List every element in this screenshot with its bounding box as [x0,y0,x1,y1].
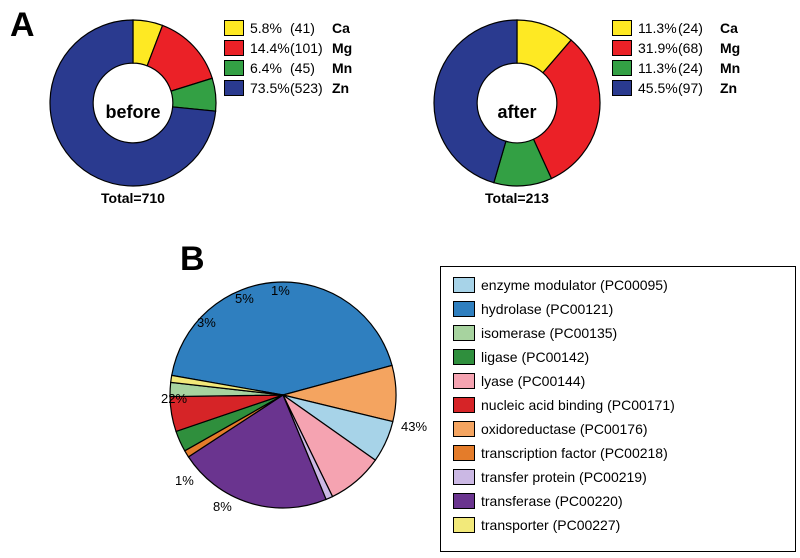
legend-before-pct: 14.4% [250,40,290,56]
pie-legend-swatch [453,301,475,317]
legend-before-count: (45) [290,60,328,76]
pie-legend-swatch [453,445,475,461]
pie-legend-label: nucleic acid binding (PC00171) [481,397,675,413]
pie-legend-swatch [453,349,475,365]
legend-after-name: Mg [720,40,740,56]
panel-label-a: A [10,6,35,45]
pie-legend-label: enzyme modulator (PC00095) [481,277,668,293]
legend-after-swatch-zn [612,80,632,96]
legend-before-swatch-mg [224,40,244,56]
legend-before-pct: 73.5% [250,80,290,96]
pie-slice-label: 1% [271,283,290,298]
donut-after: afterTotal=213 [432,18,602,206]
pie-legend-label: hydrolase (PC00121) [481,301,613,317]
pie-legend-swatch [453,517,475,533]
pie-legend-label: transcription factor (PC00218) [481,445,668,461]
legend-before-name: Zn [332,80,349,96]
legend-before-swatch-zn [224,80,244,96]
legend-after-pct: 45.5% [638,80,678,96]
pie-legend-row: transferase (PC00220) [453,493,783,509]
pie-legend-row: oxidoreductase (PC00176) [453,421,783,437]
legend-after-swatch-mn [612,60,632,76]
pie-legend-row: transporter (PC00227) [453,517,783,533]
pie-slice-label: 22% [161,391,187,406]
pie-legend-swatch [453,325,475,341]
legend-before-row-mn: 6.4% (45) Mn [224,60,352,76]
legend-after-row-mn: 11.3% (24) Mn [612,60,740,76]
legend-after-pct: 11.3% [638,60,678,76]
panel-label-b: B [180,240,205,279]
pie-legend-label: lyase (PC00144) [481,373,585,389]
legend-after-count: (97) [678,80,716,96]
pie-legend-row: isomerase (PC00135) [453,325,783,341]
pie-slice-label: 43% [401,419,427,434]
pie-b: 43%8%1%22%3%5%1% [168,280,398,510]
pie-legend: enzyme modulator (PC00095) hydrolase (PC0… [440,266,796,552]
pie-legend-label: ligase (PC00142) [481,349,589,365]
legend-after-swatch-mg [612,40,632,56]
pie-slice-label: 3% [197,315,216,330]
pie-legend-row: lyase (PC00144) [453,373,783,389]
legend-after-name: Mn [720,60,740,76]
pie-legend-label: isomerase (PC00135) [481,325,617,341]
legend-after: 11.3% (24) Ca 31.9% (68) Mg 11.3% (24) Mn 4… [612,20,740,100]
pie-legend-label: oxidoreductase (PC00176) [481,421,648,437]
legend-before-name: Mn [332,60,352,76]
pie-legend-swatch [453,493,475,509]
legend-after-pct: 31.9% [638,40,678,56]
legend-after-count: (68) [678,40,716,56]
legend-before-count: (523) [290,80,328,96]
pie-legend-label: transfer protein (PC00219) [481,469,647,485]
legend-before-row-ca: 5.8% (41) Ca [224,20,352,36]
legend-after-row-ca: 11.3% (24) Ca [612,20,740,36]
legend-before-pct: 6.4% [250,60,290,76]
pie-legend-swatch [453,397,475,413]
donut-before-total: Total=710 [48,190,218,206]
pie-legend-row: enzyme modulator (PC00095) [453,277,783,293]
legend-after-row-mg: 31.9% (68) Mg [612,40,740,56]
legend-before-row-zn: 73.5% (523) Zn [224,80,352,96]
legend-after-swatch-ca [612,20,632,36]
legend-before-count: (101) [290,40,328,56]
legend-before-name: Mg [332,40,352,56]
legend-after-pct: 11.3% [638,20,678,36]
pie-legend-swatch [453,277,475,293]
legend-after-name: Ca [720,20,738,36]
legend-before-swatch-ca [224,20,244,36]
pie-legend-label: transferase (PC00220) [481,493,623,509]
legend-before-pct: 5.8% [250,20,290,36]
pie-legend-row: ligase (PC00142) [453,349,783,365]
pie-legend-swatch [453,421,475,437]
legend-after-name: Zn [720,80,737,96]
pie-legend-row: hydrolase (PC00121) [453,301,783,317]
pie-legend-row: transcription factor (PC00218) [453,445,783,461]
pie-legend-row: transfer protein (PC00219) [453,469,783,485]
legend-before-name: Ca [332,20,350,36]
legend-after-count: (24) [678,60,716,76]
donut-before: beforeTotal=710 [48,18,218,206]
pie-legend-row: nucleic acid binding (PC00171) [453,397,783,413]
pie-legend-label: transporter (PC00227) [481,517,620,533]
pie-legend-swatch [453,373,475,389]
legend-after-count: (24) [678,20,716,36]
pie-slice-label: 8% [213,499,232,514]
pie-slice-label: 1% [175,473,194,488]
pie-slice-label: 5% [235,291,254,306]
legend-after-row-zn: 45.5% (97) Zn [612,80,740,96]
legend-before-row-mg: 14.4% (101) Mg [224,40,352,56]
legend-before: 5.8% (41) Ca 14.4% (101) Mg 6.4% (45) Mn 73… [224,20,352,100]
pie-legend-swatch [453,469,475,485]
donut-after-total: Total=213 [432,190,602,206]
legend-before-count: (41) [290,20,328,36]
legend-before-swatch-mn [224,60,244,76]
